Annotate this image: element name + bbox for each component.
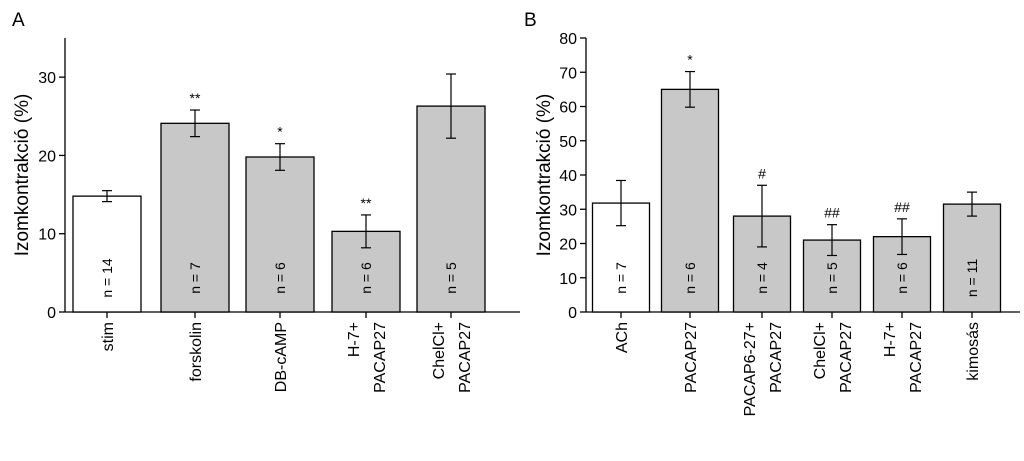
significance-marker: ## [894, 199, 910, 215]
category-label: PACAP27 [457, 322, 474, 393]
y-tick-label: 60 [559, 100, 577, 117]
y-tick-label: 20 [559, 237, 577, 254]
category-label: DB-cAMP [273, 322, 290, 392]
n-label: n = 7 [187, 262, 203, 294]
category-label: PACAP27 [683, 322, 700, 393]
y-tick-label: 10 [559, 271, 577, 288]
bar [660, 88, 720, 313]
n-label: n = 7 [613, 262, 629, 294]
y-tick-label: 40 [559, 168, 577, 185]
y-tick-label: 0 [47, 305, 56, 322]
n-label: n = 5 [824, 262, 840, 294]
category-label: kimosás [965, 322, 982, 381]
bar [245, 156, 315, 313]
n-label: n = 11 [964, 259, 980, 297]
significance-marker: ** [361, 195, 372, 211]
category-label: PACAP27 [838, 322, 855, 393]
n-label: n = 6 [272, 262, 288, 294]
n-label: n = 14 [99, 258, 115, 298]
category-label: stim [100, 322, 117, 351]
y-tick-label: 0 [568, 305, 577, 322]
category-label: PACAP6-27+ [742, 322, 759, 416]
category-label: ChelCl+ [431, 322, 448, 379]
category-label: ChelCl+ [812, 322, 829, 379]
category-label: PACAP27 [908, 322, 925, 393]
y-tick-label: 20 [38, 148, 56, 165]
panel-label: B [524, 10, 537, 31]
y-tick-label: 30 [559, 202, 577, 219]
y-tick-label: 50 [559, 134, 577, 151]
significance-marker: ## [824, 205, 840, 221]
significance-marker: # [758, 165, 766, 181]
n-label: n = 6 [894, 262, 910, 294]
category-label: PACAP27 [768, 322, 785, 393]
y-tick-label: 10 [38, 227, 56, 244]
panel-label: A [12, 10, 25, 31]
n-label: n = 5 [443, 262, 459, 294]
y-axis-label: Izomkontrakció (%) [534, 94, 555, 257]
n-label: n = 6 [682, 262, 698, 294]
bar [160, 122, 230, 313]
significance-marker: * [687, 52, 693, 68]
y-axis-label: Izomkontrakció (%) [12, 94, 33, 257]
n-label: n = 6 [358, 262, 374, 294]
y-tick-label: 30 [38, 70, 56, 87]
category-label: H-7+ [882, 322, 899, 357]
n-label: n = 4 [754, 262, 770, 294]
significance-marker: * [277, 124, 283, 140]
significance-marker: ** [190, 90, 201, 106]
y-tick-label: 80 [559, 31, 577, 48]
category-label: H-7+ [346, 322, 363, 357]
category-label: forskolin [188, 322, 205, 382]
category-label: ACh [614, 322, 631, 353]
bar [416, 105, 486, 313]
y-tick-label: 70 [559, 65, 577, 82]
category-label: PACAP27 [372, 322, 389, 393]
